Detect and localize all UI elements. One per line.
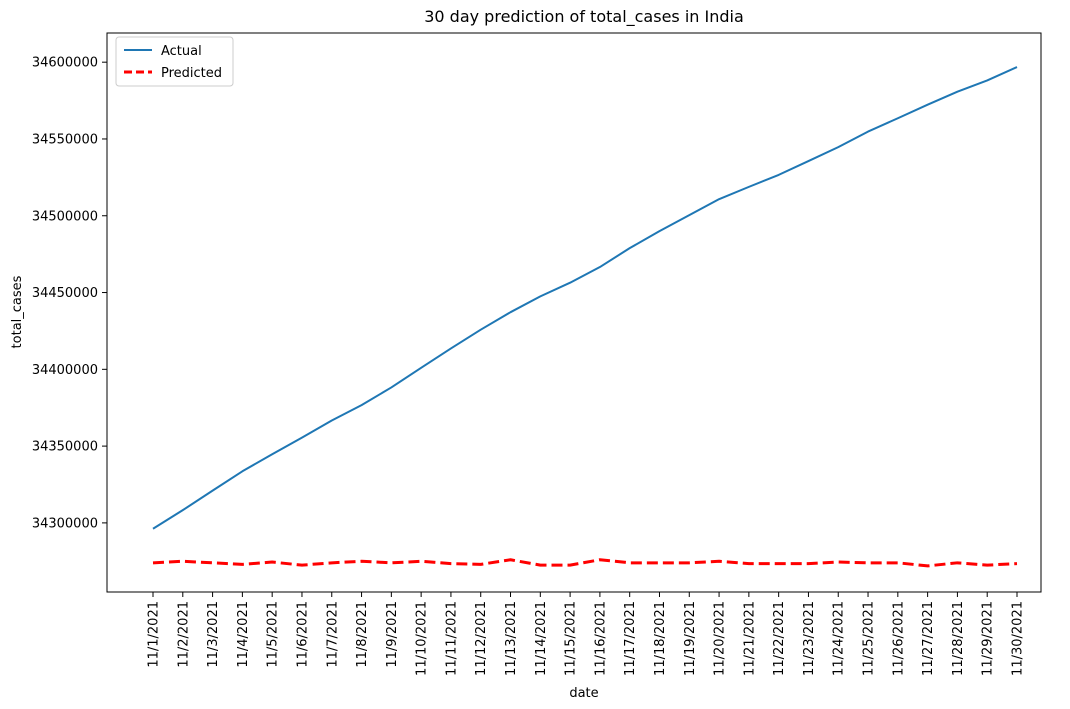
x-tick-label: 11/29/2021 [981, 601, 996, 676]
series-layer [152, 66, 1018, 568]
legend-label-actual: Actual [161, 44, 202, 59]
x-tick-label: 11/21/2021 [742, 601, 757, 676]
legend: Actual Predicted [115, 36, 234, 87]
plot-area [106, 32, 1042, 593]
y-tick-label: 34600000 [32, 56, 98, 71]
chart-title: 30 day prediction of total_cases in Indi… [424, 7, 744, 27]
x-tick-label: 11/12/2021 [474, 601, 489, 676]
y-tick-label: 34500000 [32, 209, 98, 224]
x-tick-label: 11/22/2021 [772, 601, 787, 676]
x-tick-label: 11/3/2021 [206, 601, 221, 668]
x-tick-label: 11/15/2021 [564, 601, 579, 676]
x-tick-label: 11/5/2021 [266, 601, 281, 668]
y-tick-label: 34450000 [32, 286, 98, 301]
legend-label-predicted: Predicted [161, 66, 222, 81]
series-line-predicted [152, 558, 1018, 568]
x-tick-label: 11/10/2021 [415, 601, 430, 676]
y-tick-label: 34550000 [32, 132, 98, 147]
x-tick-label: 11/14/2021 [534, 601, 549, 676]
x-tick-label: 11/20/2021 [713, 601, 728, 676]
x-tick-label: 11/1/2021 [147, 601, 162, 668]
x-tick-label: 11/9/2021 [385, 601, 400, 668]
series-line-actual [152, 66, 1018, 530]
y-tick-label: 34400000 [32, 363, 98, 378]
x-tick-label: 11/25/2021 [862, 601, 877, 676]
x-tick-label: 11/13/2021 [504, 601, 519, 676]
x-tick-label: 11/30/2021 [1011, 601, 1026, 676]
x-tick-label: 11/24/2021 [832, 601, 847, 676]
x-tick-label: 11/11/2021 [444, 601, 459, 676]
x-tick-label: 11/8/2021 [355, 601, 370, 668]
x-axis-label: date [569, 686, 598, 701]
x-tick-label: 11/17/2021 [623, 601, 638, 676]
y-axis-label: total_cases [10, 275, 25, 348]
x-tick-label: 11/6/2021 [295, 601, 310, 668]
y-axis: 34300000 34350000 34400000 34450000 34500000… [32, 56, 107, 531]
x-tick-label: 11/16/2021 [593, 601, 608, 676]
x-tick-label: 11/2/2021 [176, 601, 191, 668]
y-tick-label: 34350000 [32, 440, 98, 455]
x-tick-label: 11/4/2021 [236, 601, 251, 668]
x-tick-label: 11/23/2021 [802, 601, 817, 676]
x-axis: 11/1/2021 11/2/2021 11/3/2021 11/4/2021 11/5… [147, 592, 1026, 676]
x-tick-label: 11/19/2021 [683, 601, 698, 676]
x-tick-label: 11/27/2021 [921, 601, 936, 676]
x-tick-label: 11/18/2021 [653, 601, 668, 676]
x-tick-label: 11/28/2021 [951, 601, 966, 676]
x-tick-label: 11/26/2021 [891, 601, 906, 676]
y-tick-label: 34300000 [32, 516, 98, 531]
x-tick-label: 11/7/2021 [325, 601, 340, 668]
